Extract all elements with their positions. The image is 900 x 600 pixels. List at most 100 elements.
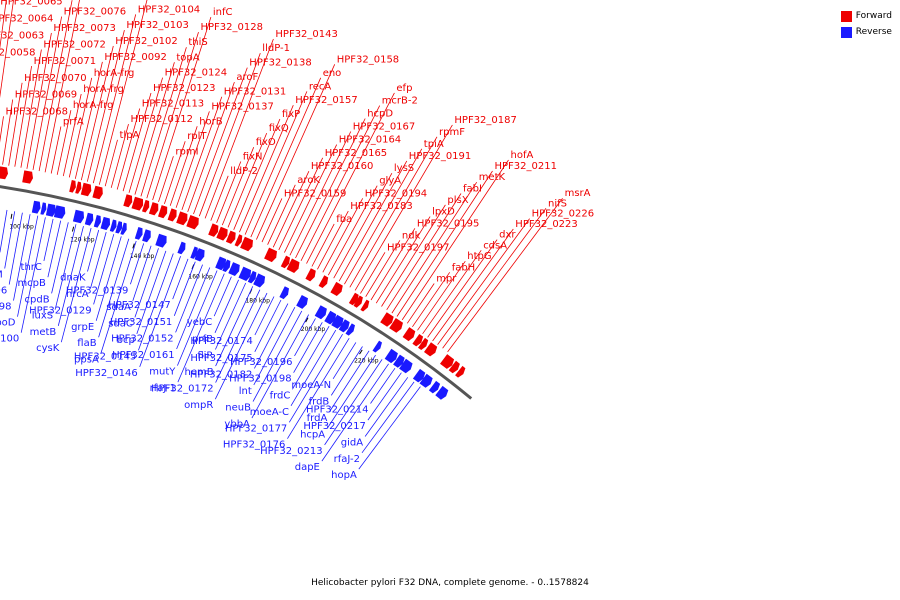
forward-gene-label-leader — [20, 49, 42, 168]
reverse-gene-label: HPF32_0175 — [190, 353, 252, 364]
forward-gene — [69, 180, 76, 193]
reverse-gene-label: HPF32_0139 — [66, 285, 128, 296]
forward-gene-label-leader — [140, 47, 187, 197]
forward-gene-label: HPF32_0068 — [6, 106, 68, 117]
forward-gene-label: recA — [309, 81, 332, 92]
reverse-gene-label-leader — [370, 367, 396, 404]
reverse-gene-label: sdaA — [106, 302, 131, 313]
reverse-gene-label: HPF32_0196 — [230, 357, 292, 368]
forward-gene-label-leader — [322, 198, 364, 273]
reverse-gene-label: HPF32_0176 — [223, 440, 285, 451]
forward-gene-label: mpr — [436, 274, 457, 285]
reverse-gene-label: neuB — [225, 403, 251, 414]
forward-gene-label-leader — [401, 159, 509, 321]
forward-gene-label: rpmI — [175, 146, 198, 157]
forward-gene-label-leader — [68, 77, 93, 178]
forward-gene-label-leader — [233, 118, 281, 230]
forward-gene-label: rpsT — [74, 0, 97, 1]
legend-item-reverse: Reverse — [840, 24, 892, 40]
reverse-gene-label: frdC — [270, 390, 291, 401]
reverse-gene-label-leader — [288, 333, 343, 423]
forward-gene-label: aroK — [297, 175, 320, 186]
reverse-gene-label: moeA-C — [250, 407, 289, 418]
forward-gene-label-leader — [327, 185, 378, 276]
forward-gene-label: plsX — [447, 195, 468, 206]
legend-label-forward: Forward — [855, 11, 892, 21]
forward-gene-label: HPF32_0123 — [153, 83, 215, 94]
reverse-gene — [100, 216, 110, 231]
forward-gene-label: mcrB-2 — [382, 96, 418, 107]
reverse-gene-label: cpdB — [25, 294, 50, 305]
forward-gene — [353, 295, 363, 308]
forward-gene-label-leader — [80, 45, 114, 181]
forward-gene-label: HPF32_0065 — [0, 0, 62, 8]
forward-gene — [280, 255, 290, 269]
forward-gene-label: thiS — [188, 37, 207, 48]
forward-gene-label: HPF32_0073 — [53, 23, 115, 34]
reverse-gene-label-leader — [20, 217, 46, 333]
reverse-gene-label-leader — [51, 222, 69, 294]
reverse-gene-label-leader — [213, 276, 232, 317]
reverse-gene-label-leader — [173, 261, 196, 316]
reverse-gene — [45, 203, 56, 217]
reverse-gene-label-leader — [332, 342, 357, 380]
forward-gene — [0, 166, 8, 180]
forward-gene-label-leader — [216, 161, 242, 223]
forward-gene-label-leader — [14, 66, 32, 167]
forward-gene-label: HPF32_0076 — [64, 7, 126, 18]
forward-gene-label-leader — [256, 64, 336, 240]
forward-gene-label: HPF32_0103 — [126, 20, 188, 31]
forward-gene-label-leader — [338, 160, 408, 282]
reverse-gene — [31, 200, 41, 214]
forward-gene-label: rplT — [187, 131, 207, 142]
forward-gene-label-leader — [146, 31, 199, 199]
reverse-gene-label: rplM — [0, 270, 3, 281]
forward-gene — [448, 360, 460, 374]
reverse-gene-label: HPF32_0146 — [75, 368, 137, 379]
reverse-gene-label: lnt — [239, 386, 252, 397]
forward-gene-label-leader — [86, 30, 125, 182]
tick-mark — [359, 349, 363, 355]
reverse-gene-label-leader — [253, 307, 296, 386]
reverse-gene-label: rfaJ-2 — [334, 454, 360, 465]
forward-gene-label-leader — [442, 208, 547, 349]
forward-gene-label-leader — [26, 32, 52, 169]
reverse-gene-label-leader — [130, 243, 145, 285]
tick-mark — [305, 317, 309, 323]
forward-gene-label: HPF32_0104 — [138, 4, 200, 15]
reverse-gene-label: HPF32_0100 — [0, 334, 19, 345]
reverse-gene-label-leader — [176, 267, 211, 350]
reverse-gene — [428, 380, 441, 394]
forward-gene-label: HPF32_0157 — [295, 95, 357, 106]
forward-gene-label: HPF32_0092 — [104, 52, 166, 63]
reverse-gene-label: HPF32_0198 — [229, 374, 291, 385]
forward-gene-label-leader — [164, 141, 186, 205]
forward-gene — [225, 230, 236, 244]
reverse-gene-label-leader — [138, 253, 174, 351]
reverse-gene-label: moeA-N — [291, 380, 331, 391]
tick-mark — [10, 213, 13, 219]
reverse-gene-label: bcp — [117, 335, 135, 346]
reverse-gene-label: rpoD — [0, 318, 16, 329]
reverse-gene — [40, 202, 47, 215]
forward-gene-label-leader — [175, 111, 210, 208]
reverse-gene-label: mutY — [149, 367, 176, 378]
reverse-gene-label: HPF32_0177 — [225, 423, 287, 434]
reverse-gene-label: ppsA — [74, 355, 99, 366]
forward-gene-label-leader — [447, 197, 563, 353]
reverse-gene-label-leader — [136, 250, 167, 335]
forward-gene-label: HPF32_0069 — [15, 90, 77, 101]
forward-gene-label-leader — [104, 139, 118, 187]
forward-gene-label: HPF32_0112 — [131, 114, 193, 125]
forward-gene-label-leader — [250, 77, 322, 238]
reverse-gene — [109, 219, 117, 232]
forward-gene-label: eno — [323, 68, 342, 79]
reverse-gene-label: prfB — [192, 334, 213, 345]
forward-gene-label: HPF32_0124 — [165, 68, 227, 79]
reverse-gene — [399, 358, 413, 374]
forward-gene-label-leader — [187, 81, 235, 213]
forward-gene-label: lldP-1 — [262, 43, 290, 54]
reverse-gene-label-leader — [134, 248, 159, 318]
legend: Forward Reverse — [840, 8, 892, 40]
reverse-gene — [412, 368, 426, 383]
